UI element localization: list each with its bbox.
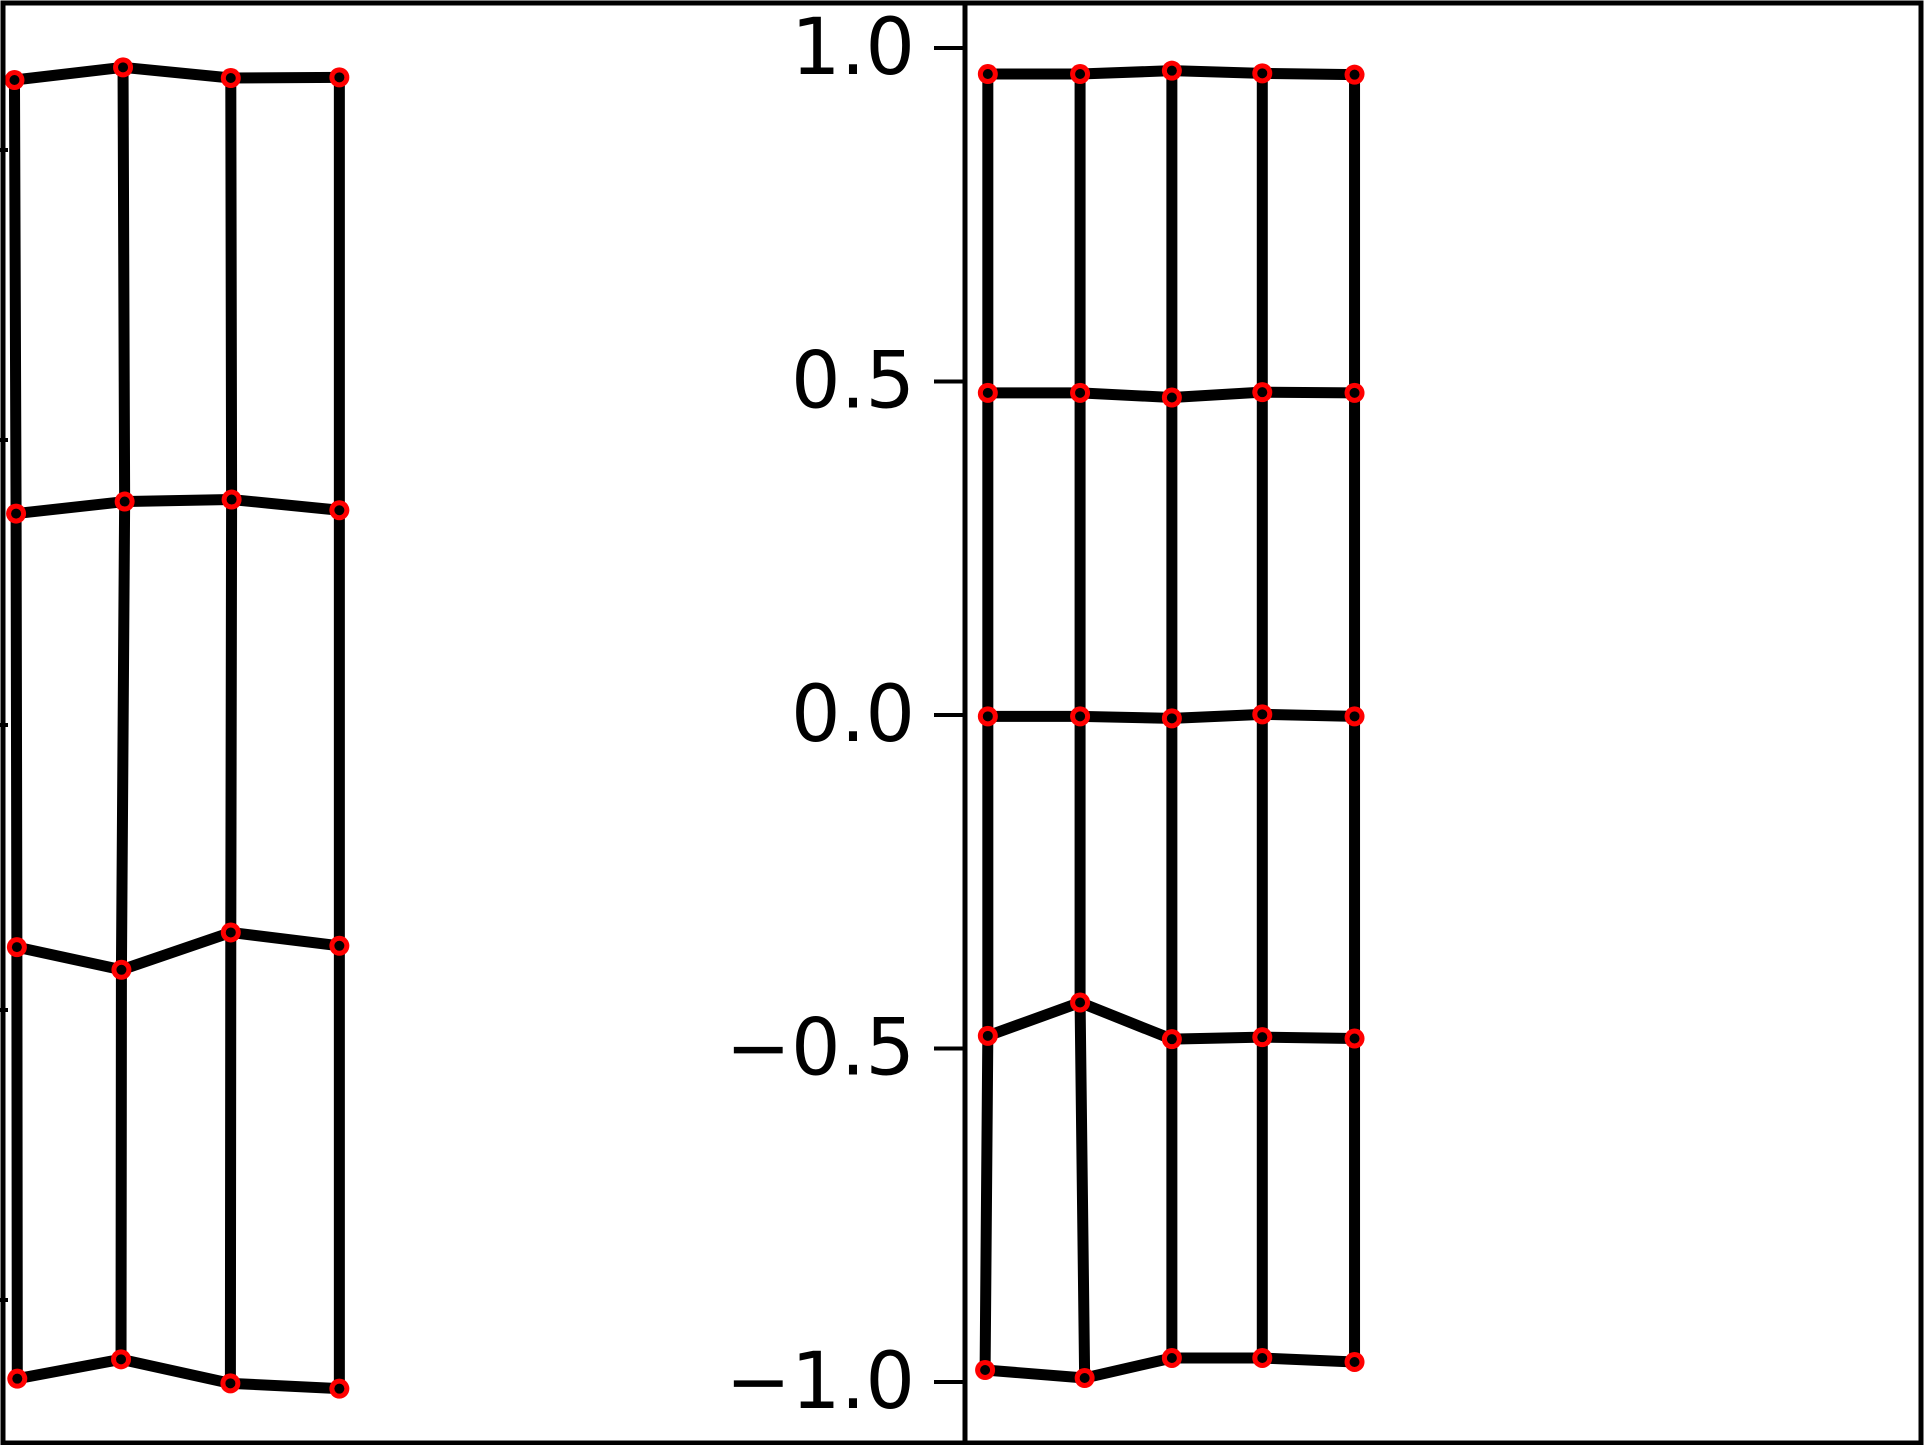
mesh-node-core-1-1 <box>120 497 130 507</box>
mesh-edge-h-3-2 <box>230 1383 339 1388</box>
mesh-node-core-2-2 <box>226 927 236 937</box>
mesh-node-core-3-3 <box>1257 1032 1267 1042</box>
mesh-node-core-4-0 <box>980 1365 990 1375</box>
mesh-node-core-2-2 <box>1167 713 1177 723</box>
mesh-edge-h-1-1 <box>125 500 232 502</box>
mesh-node-core-2-4 <box>1350 711 1360 721</box>
mesh-edge-h-2-3 <box>1262 714 1354 716</box>
mesh-edge-h-3-0 <box>988 1002 1080 1035</box>
mesh-node-core-0-4 <box>1350 70 1360 80</box>
mesh-edge-v-3-0 <box>985 1036 988 1370</box>
mesh-edge-h-1-0 <box>16 502 125 514</box>
mesh-node-core-1-2 <box>1167 393 1177 403</box>
mesh-node-core-1-1 <box>1075 388 1085 398</box>
mesh-node-core-0-0 <box>983 69 993 79</box>
mesh-edge-h-2-1 <box>121 932 230 969</box>
mesh-edge-h-0-2 <box>231 77 340 78</box>
mesh-edge-v-1-1 <box>121 502 124 970</box>
mesh-node-core-1-4 <box>1350 388 1360 398</box>
mesh-edge-h-2-2 <box>1172 714 1262 718</box>
mesh-edge-h-3-2 <box>1172 1037 1262 1039</box>
mesh-edge-h-1-2 <box>1172 392 1262 397</box>
mesh-edge-h-0-1 <box>1080 71 1172 74</box>
mesh-edge-h-4-1 <box>1085 1358 1172 1378</box>
right-mesh-panel <box>975 61 1364 1388</box>
mesh-node-core-1-2 <box>227 495 237 505</box>
mesh-node-core-3-0 <box>983 1031 993 1041</box>
mesh-node-core-0-0 <box>9 75 19 85</box>
mesh-edge-h-1-1 <box>1080 393 1172 398</box>
mesh-edge-h-4-0 <box>985 1370 1085 1378</box>
mesh-edge-h-0-2 <box>1172 71 1262 74</box>
mesh-node-core-3-1 <box>116 1354 126 1364</box>
mesh-edge-h-3-1 <box>1080 1002 1172 1039</box>
mesh-node-core-0-2 <box>1167 66 1177 76</box>
mesh-node-core-4-3 <box>1257 1353 1267 1363</box>
mesh-edge-v-3-1 <box>1080 1002 1085 1378</box>
mesh-edge-h-1-3 <box>1262 392 1354 393</box>
mesh-node-core-2-3 <box>1257 709 1267 719</box>
mesh-node-core-0-1 <box>118 62 128 72</box>
mesh-edge-v-1-0 <box>16 514 17 948</box>
mesh-node-core-0-3 <box>1257 68 1267 78</box>
mesh-node-core-2-0 <box>12 942 22 952</box>
mesh-edge-v-1-2 <box>231 500 232 933</box>
mesh-node-core-1-0 <box>983 388 993 398</box>
mesh-node-core-3-0 <box>12 1374 22 1384</box>
mesh-node-core-2-3 <box>334 941 344 951</box>
mesh-node-core-0-1 <box>1075 69 1085 79</box>
mesh-edge-h-2-1 <box>1080 716 1172 718</box>
mesh-node-core-2-1 <box>116 965 126 975</box>
y-tick-label-3: −0.5 <box>726 1004 915 1094</box>
y-tick-label-0: 1.0 <box>791 3 915 93</box>
y-tick-label-1: 0.5 <box>791 337 915 427</box>
axes-frames <box>0 3 1921 1443</box>
mesh-edge-h-3-1 <box>121 1359 230 1383</box>
mesh-edge-h-0-0 <box>14 67 123 80</box>
mesh-node-core-3-4 <box>1350 1033 1360 1043</box>
mesh-node-core-0-3 <box>334 72 344 82</box>
y-axis: 1.0 0.5 0.0 −0.5 −1.0 <box>726 3 965 1427</box>
mesh-node-core-1-3 <box>334 505 344 515</box>
mesh-edge-h-2-0 <box>17 947 122 970</box>
left-mesh-panel <box>4 57 349 1398</box>
mesh-node-core-3-1 <box>1075 997 1085 1007</box>
mesh-node-core-0-2 <box>226 73 236 83</box>
mesh-edge-h-0-3 <box>1262 73 1354 74</box>
mesh-edge-v-0-0 <box>14 80 16 514</box>
mesh-edge-h-0-1 <box>123 67 231 78</box>
mesh-node-core-3-2 <box>1167 1034 1177 1044</box>
mesh-edge-h-3-3 <box>1262 1037 1354 1038</box>
mesh-edge-v-0-2 <box>231 78 232 500</box>
mesh-node-core-4-1 <box>1080 1373 1090 1383</box>
mesh-node-core-4-4 <box>1350 1357 1360 1367</box>
y-tick-label-4: −1.0 <box>726 1337 915 1427</box>
mesh-node-core-3-2 <box>225 1378 235 1388</box>
mesh-edge-h-2-2 <box>231 932 340 945</box>
mesh-node-core-2-0 <box>983 711 993 721</box>
mesh-edge-v-0-1 <box>123 67 125 501</box>
right-axes-frame <box>965 3 1921 1443</box>
mesh-node-core-1-3 <box>1257 387 1267 397</box>
mesh-node-core-1-0 <box>11 509 21 519</box>
mesh-edge-h-1-2 <box>232 500 340 511</box>
mesh-node-core-4-2 <box>1167 1353 1177 1363</box>
mesh-node-core-2-1 <box>1075 711 1085 721</box>
mesh-edge-h-4-3 <box>1262 1358 1354 1362</box>
y-tick-label-2: 0.0 <box>791 670 915 760</box>
mesh-edge-h-3-0 <box>17 1359 121 1378</box>
mesh-node-core-3-3 <box>334 1384 344 1394</box>
